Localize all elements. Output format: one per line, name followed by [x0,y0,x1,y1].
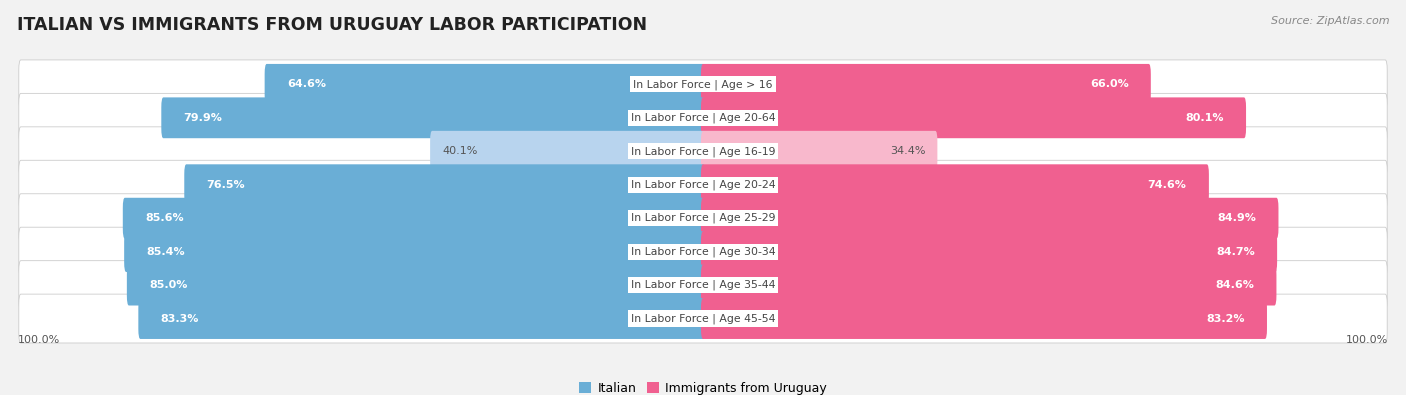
Legend: Italian, Immigrants from Uruguay: Italian, Immigrants from Uruguay [574,377,832,395]
Text: In Labor Force | Age 25-29: In Labor Force | Age 25-29 [631,213,775,224]
Text: 85.6%: 85.6% [145,213,184,223]
FancyBboxPatch shape [18,261,1388,310]
FancyBboxPatch shape [702,198,1278,239]
FancyBboxPatch shape [430,131,704,172]
FancyBboxPatch shape [18,127,1388,176]
Text: 84.9%: 84.9% [1218,213,1256,223]
Text: 84.6%: 84.6% [1215,280,1254,290]
Text: 84.7%: 84.7% [1216,246,1254,257]
FancyBboxPatch shape [18,93,1388,142]
FancyBboxPatch shape [138,298,704,339]
Text: 85.0%: 85.0% [149,280,187,290]
FancyBboxPatch shape [702,265,1277,305]
Text: 34.4%: 34.4% [890,146,925,156]
Text: In Labor Force | Age 35-44: In Labor Force | Age 35-44 [631,280,775,290]
FancyBboxPatch shape [18,194,1388,243]
FancyBboxPatch shape [18,227,1388,276]
Text: 76.5%: 76.5% [207,180,245,190]
FancyBboxPatch shape [122,198,704,239]
Text: In Labor Force | Age 45-54: In Labor Force | Age 45-54 [631,313,775,324]
FancyBboxPatch shape [702,98,1246,138]
FancyBboxPatch shape [127,265,704,305]
FancyBboxPatch shape [702,164,1209,205]
Text: 83.2%: 83.2% [1206,314,1244,324]
Text: ITALIAN VS IMMIGRANTS FROM URUGUAY LABOR PARTICIPATION: ITALIAN VS IMMIGRANTS FROM URUGUAY LABOR… [17,16,647,34]
Text: 74.6%: 74.6% [1147,180,1187,190]
FancyBboxPatch shape [184,164,704,205]
FancyBboxPatch shape [18,294,1388,343]
FancyBboxPatch shape [18,60,1388,109]
Text: 85.4%: 85.4% [146,246,186,257]
Text: 79.9%: 79.9% [184,113,222,123]
Text: 100.0%: 100.0% [1347,335,1389,345]
Text: In Labor Force | Age 20-24: In Labor Force | Age 20-24 [631,179,775,190]
Text: In Labor Force | Age 16-19: In Labor Force | Age 16-19 [631,146,775,156]
Text: In Labor Force | Age > 16: In Labor Force | Age > 16 [633,79,773,90]
FancyBboxPatch shape [702,131,938,172]
FancyBboxPatch shape [162,98,704,138]
Text: In Labor Force | Age 30-34: In Labor Force | Age 30-34 [631,246,775,257]
Text: 80.1%: 80.1% [1185,113,1223,123]
Text: 83.3%: 83.3% [160,314,200,324]
FancyBboxPatch shape [18,160,1388,209]
FancyBboxPatch shape [702,231,1277,272]
FancyBboxPatch shape [702,298,1267,339]
Text: 40.1%: 40.1% [443,146,478,156]
FancyBboxPatch shape [124,231,704,272]
Text: In Labor Force | Age 20-64: In Labor Force | Age 20-64 [631,113,775,123]
FancyBboxPatch shape [702,64,1152,105]
Text: 66.0%: 66.0% [1090,79,1129,89]
FancyBboxPatch shape [264,64,704,105]
Text: Source: ZipAtlas.com: Source: ZipAtlas.com [1271,16,1389,26]
Text: 100.0%: 100.0% [17,335,59,345]
Text: 64.6%: 64.6% [287,79,326,89]
